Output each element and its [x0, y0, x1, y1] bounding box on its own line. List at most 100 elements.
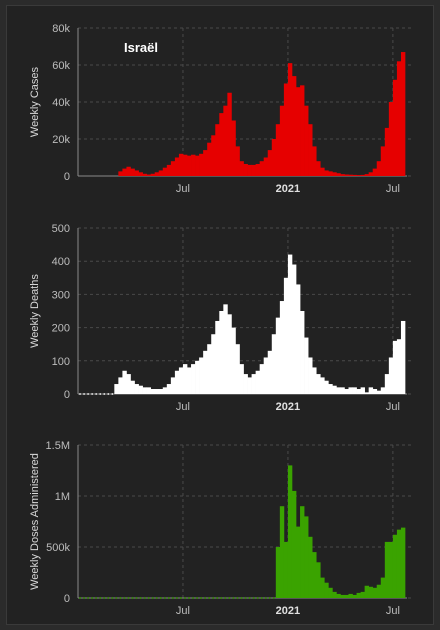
bar	[166, 164, 172, 176]
y-tick-label: 1M	[55, 491, 70, 503]
zero-marker	[204, 597, 207, 599]
bar	[368, 586, 374, 598]
bar	[227, 314, 232, 394]
x-tick-label: Jul	[176, 183, 190, 195]
bar	[134, 170, 139, 176]
bar	[203, 150, 208, 176]
bar	[312, 552, 317, 598]
x-tick-label: 2021	[276, 605, 300, 617]
bar	[396, 339, 402, 394]
bar	[296, 526, 301, 598]
zero-marker	[143, 597, 146, 599]
bar	[215, 320, 220, 394]
bar	[344, 389, 349, 394]
bar	[392, 534, 398, 598]
bar	[364, 392, 370, 394]
bar	[380, 577, 386, 598]
bar	[388, 357, 394, 394]
zero-marker	[272, 597, 275, 599]
bar	[162, 167, 168, 176]
bar	[251, 374, 256, 394]
zero-marker	[244, 597, 247, 599]
bar	[320, 167, 325, 176]
bar	[300, 311, 305, 394]
zero-marker	[260, 597, 263, 599]
zero-marker	[87, 393, 89, 395]
zero-marker	[107, 597, 110, 599]
y-tick-label: 80k	[52, 23, 70, 35]
bar	[142, 173, 147, 176]
bar	[158, 170, 164, 176]
zero-marker	[139, 597, 142, 599]
zero-marker	[264, 597, 267, 599]
bar	[142, 387, 147, 394]
bar	[400, 527, 406, 598]
bar	[170, 377, 176, 394]
bar	[235, 344, 240, 394]
zero-marker	[224, 597, 227, 599]
zero-marker	[99, 393, 102, 395]
bar	[384, 127, 390, 176]
y-tick-label: 0	[64, 389, 70, 401]
bar	[199, 357, 204, 394]
zero-marker	[95, 393, 98, 395]
bar	[384, 374, 390, 394]
bar	[267, 150, 273, 176]
bar	[324, 170, 329, 176]
bar	[291, 490, 297, 598]
bar	[191, 154, 196, 176]
bar	[372, 389, 378, 394]
bar	[360, 591, 365, 598]
zero-marker	[87, 597, 89, 599]
y-tick-label: 100	[52, 356, 70, 368]
bar	[400, 52, 406, 176]
bar	[271, 139, 277, 176]
bar	[344, 594, 349, 598]
bar	[324, 380, 329, 394]
bar	[316, 562, 321, 598]
zero-marker	[268, 597, 271, 599]
bar	[300, 506, 305, 598]
bar	[396, 529, 402, 598]
bar	[231, 120, 236, 176]
bar	[211, 135, 216, 176]
bar	[283, 541, 289, 598]
bar	[243, 163, 248, 176]
bar	[392, 340, 398, 394]
bar	[312, 367, 317, 394]
bar	[195, 155, 200, 176]
bar	[182, 154, 188, 176]
bar	[146, 387, 152, 394]
zero-marker	[147, 597, 150, 599]
bar	[207, 344, 212, 394]
zero-marker	[252, 597, 255, 599]
zero-marker	[107, 393, 110, 395]
bar	[195, 360, 200, 394]
bar	[376, 161, 382, 176]
zero-marker	[103, 597, 106, 599]
bar	[275, 317, 281, 394]
bar	[223, 304, 228, 394]
bar	[178, 367, 184, 394]
zero-marker	[192, 597, 194, 599]
zero-marker	[188, 597, 190, 599]
y-axis-label: Weekly Cases	[29, 66, 41, 137]
bar	[162, 387, 168, 394]
bar	[235, 146, 240, 176]
zero-marker	[212, 597, 215, 599]
bar	[231, 327, 236, 394]
chart-panel-1: 0 20k 40k 60k 80k Jul 2021 Jul Weekly Cases Israë…	[29, 23, 413, 195]
bar	[328, 384, 333, 394]
x-tick-label: Jul	[176, 401, 190, 413]
chart-title: Israël	[124, 40, 158, 55]
bar	[146, 174, 152, 176]
x-tick-label: Jul	[386, 401, 400, 413]
bar	[251, 164, 256, 176]
bar	[340, 174, 345, 176]
bar	[166, 384, 172, 394]
bar	[384, 541, 390, 598]
zero-marker	[208, 597, 211, 599]
zero-marker	[131, 597, 134, 599]
zero-marker	[127, 597, 130, 599]
